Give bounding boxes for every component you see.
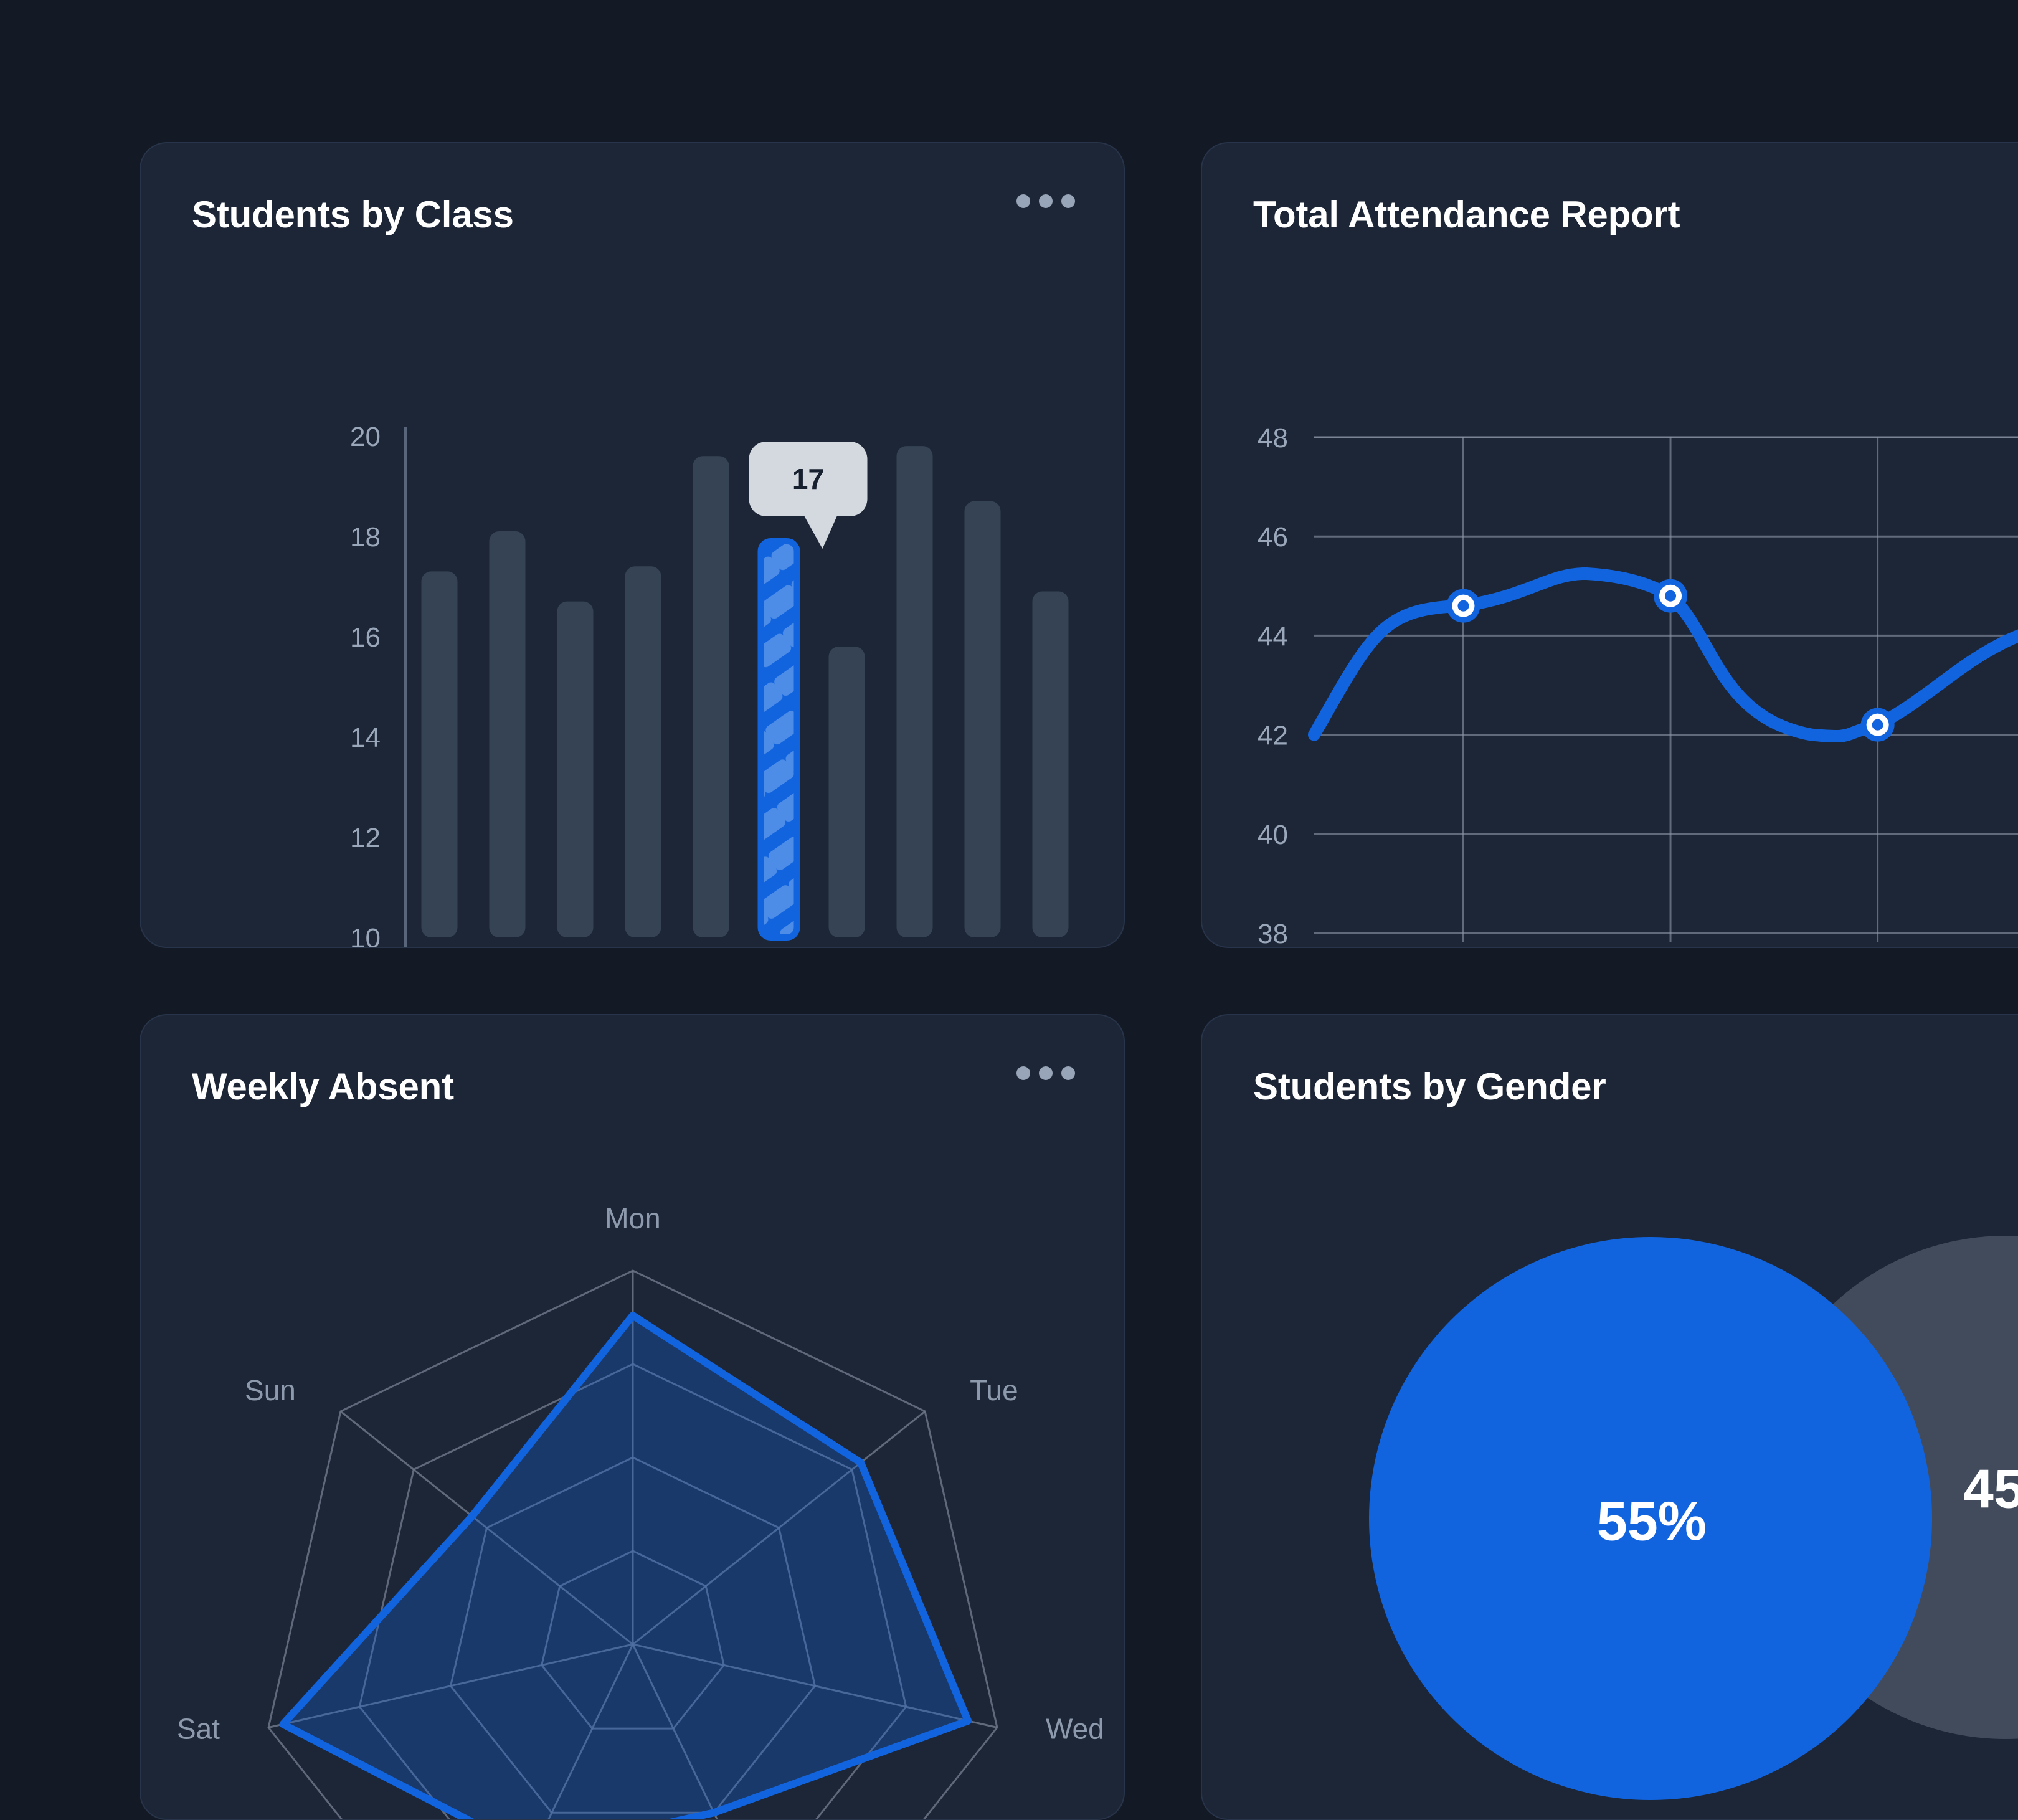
radar-axis-label-wed: Wed: [1046, 1713, 1104, 1745]
line-y-tick-48: 48: [1258, 423, 1288, 453]
gender-slice-male[interactable]: 55%: [1369, 1237, 1932, 1800]
bar-tooltip-value: 17: [792, 463, 824, 495]
bar-item[interactable]: [422, 571, 458, 937]
bar-tooltip: 17: [749, 442, 868, 549]
line-y-tick-38: 38: [1258, 919, 1288, 948]
line-y-tick-42: 42: [1258, 721, 1288, 751]
bar-y-tick-10: 10: [350, 923, 381, 948]
gender-percent-label-55: 55%: [1597, 1491, 1707, 1552]
bar-y-tick-14: 14: [350, 723, 381, 753]
radar-axis-label-mon: Mon: [605, 1202, 660, 1235]
bar-highlighted[interactable]: [761, 541, 797, 937]
line-data-point[interactable]: [1861, 708, 1895, 742]
dashboard-root: Students by Class 101214161820IIIIIIIVVV…: [0, 0, 2018, 1737]
line-y-tick-46: 46: [1258, 522, 1288, 552]
radar-series-weekly-absent: [283, 1315, 968, 1820]
bar-item[interactable]: [693, 456, 729, 937]
bar-item[interactable]: [490, 531, 526, 937]
card-total-attendance-report: Total Attendance Report 384042444648Jan …: [1201, 142, 2018, 948]
card-weekly-absent: Weekly Absent MonTueWedThuFriSatSun: [140, 1014, 1125, 1820]
line-chart-total-attendance: 384042444648Jan 1Jan 4Jan 7Jan 10: [1202, 143, 2018, 948]
line-y-tick-40: 40: [1258, 820, 1288, 850]
bar-item[interactable]: [965, 501, 1001, 937]
line-data-point[interactable]: [1446, 589, 1480, 623]
radar-axis-label-tue: Tue: [970, 1374, 1018, 1406]
line-y-tick-44: 44: [1258, 621, 1288, 652]
card-students-by-gender: Students by Gender 45%55%: [1201, 1014, 2018, 1820]
radar-axis-label-sun: Sun: [245, 1374, 296, 1406]
bar-item[interactable]: [625, 566, 661, 937]
line-data-point[interactable]: [1654, 579, 1687, 613]
bar-item[interactable]: [557, 602, 594, 937]
bar-chart-students-by-class: 101214161820IIIIIIIVVVIVIIVIIIIXX17: [141, 143, 1125, 948]
bar-y-tick-16: 16: [350, 622, 381, 653]
bar-y-tick-20: 20: [350, 422, 381, 452]
bar-item[interactable]: [1033, 592, 1069, 937]
pie-chart-students-by-gender: 45% 55%: [1202, 1015, 2018, 1820]
radar-axis-label-sat: Sat: [177, 1713, 220, 1745]
radar-chart-weekly-absent: MonTueWedThuFriSatSun: [141, 1015, 1125, 1820]
bar-y-tick-18: 18: [350, 522, 381, 552]
bar-item[interactable]: [829, 647, 865, 937]
gender-percent-label-45: 45%: [1963, 1458, 2018, 1520]
bar-item[interactable]: [897, 446, 933, 937]
bar-y-tick-12: 12: [350, 823, 381, 853]
card-students-by-class: Students by Class 101214161820IIIIIIIVVV…: [140, 142, 1125, 948]
